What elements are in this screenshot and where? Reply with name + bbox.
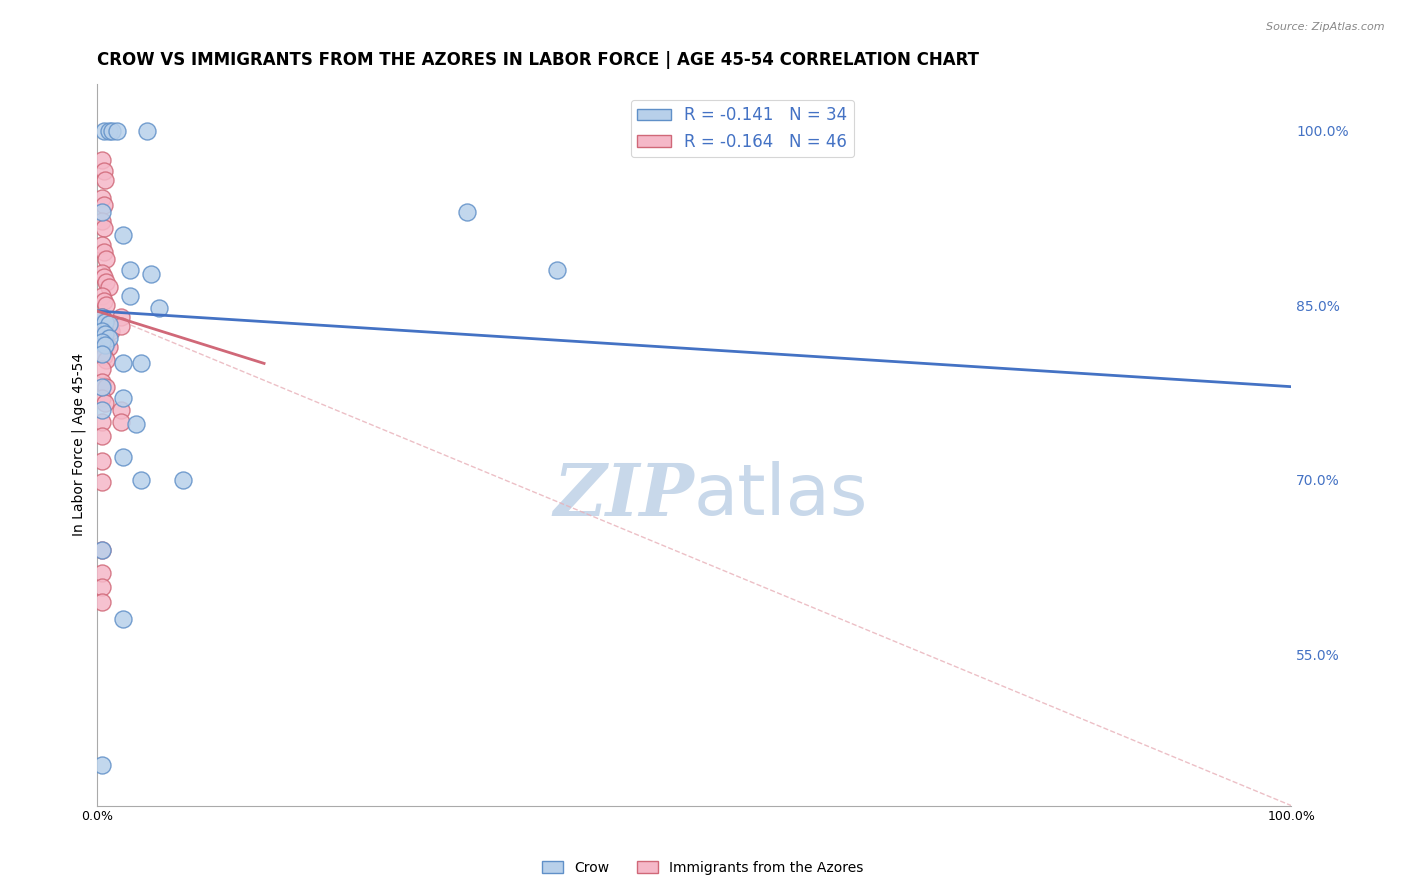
Point (93, 333, 115, 347)
Point (93, 270, 115, 285)
Point (110, 403, 132, 417)
Point (110, 415, 132, 429)
Point (90, 580, 112, 594)
Point (172, 473, 194, 487)
Point (96, 336, 118, 351)
Point (90, 362, 112, 376)
Point (129, 356, 152, 370)
Point (120, 289, 142, 303)
Point (112, 612, 135, 626)
Point (136, 123, 159, 137)
Point (90, 153, 112, 167)
Point (94, 314, 117, 328)
Point (90, 542, 112, 557)
Point (90, 542, 112, 557)
Point (112, 228, 135, 243)
Text: Source: ZipAtlas.com: Source: ZipAtlas.com (1267, 22, 1385, 32)
Point (129, 473, 152, 487)
Point (97, 123, 120, 137)
Point (94, 338, 117, 352)
Point (110, 319, 132, 334)
Point (93, 221, 115, 235)
Point (97, 321, 120, 335)
Point (94, 327, 117, 342)
Point (96, 352, 118, 367)
Point (96, 298, 118, 312)
Text: atlas: atlas (695, 461, 869, 530)
Point (90, 347, 112, 361)
Point (93, 314, 115, 328)
Point (97, 331, 120, 345)
Point (90, 266, 112, 280)
Point (96, 275, 118, 289)
Point (90, 757, 112, 772)
Text: ZIP: ZIP (553, 460, 695, 531)
Point (90, 335, 112, 350)
Point (93, 350, 115, 364)
Point (112, 392, 135, 406)
Point (90, 475, 112, 489)
Point (90, 375, 112, 389)
Point (90, 380, 112, 394)
Point (93, 244, 115, 259)
Legend: Crow, Immigrants from the Azores: Crow, Immigrants from the Azores (537, 855, 869, 880)
Point (94, 172, 117, 186)
Point (112, 450, 135, 464)
Point (90, 428, 112, 442)
Y-axis label: In Labor Force | Age 45-54: In Labor Force | Age 45-54 (72, 353, 86, 536)
Point (96, 252, 118, 266)
Point (120, 263, 142, 277)
Point (90, 191, 112, 205)
Point (148, 301, 170, 315)
Point (97, 340, 120, 354)
Point (94, 396, 117, 410)
Point (90, 310, 112, 324)
Point (90, 324, 112, 338)
Legend: R = -0.141   N = 34, R = -0.164   N = 46: R = -0.141 N = 34, R = -0.164 N = 46 (631, 100, 853, 157)
Point (125, 417, 148, 431)
Point (110, 310, 132, 324)
Point (93, 198, 115, 212)
Point (90, 237, 112, 252)
Point (90, 344, 112, 359)
Point (105, 123, 128, 137)
Point (90, 403, 112, 417)
Point (456, 205, 478, 219)
Point (90, 415, 112, 429)
Point (90, 310, 112, 324)
Point (93, 164, 115, 178)
Point (112, 356, 135, 370)
Point (100, 324, 122, 338)
Point (90, 454, 112, 468)
Point (97, 279, 120, 293)
Text: CROW VS IMMIGRANTS FROM THE AZORES IN LABOR FORCE | AGE 45-54 CORRELATION CHART: CROW VS IMMIGRANTS FROM THE AZORES IN LA… (97, 51, 979, 69)
Point (90, 289, 112, 303)
Point (97, 317, 120, 331)
Point (96, 318, 118, 332)
Point (90, 328, 112, 343)
Point (93, 123, 115, 137)
Point (90, 214, 112, 228)
Point (96, 380, 118, 394)
Point (93, 293, 115, 308)
Point (90, 595, 112, 609)
Point (101, 123, 124, 137)
Point (90, 392, 112, 406)
Point (139, 267, 162, 281)
Point (90, 205, 112, 219)
Point (546, 263, 568, 277)
Point (90, 566, 112, 580)
